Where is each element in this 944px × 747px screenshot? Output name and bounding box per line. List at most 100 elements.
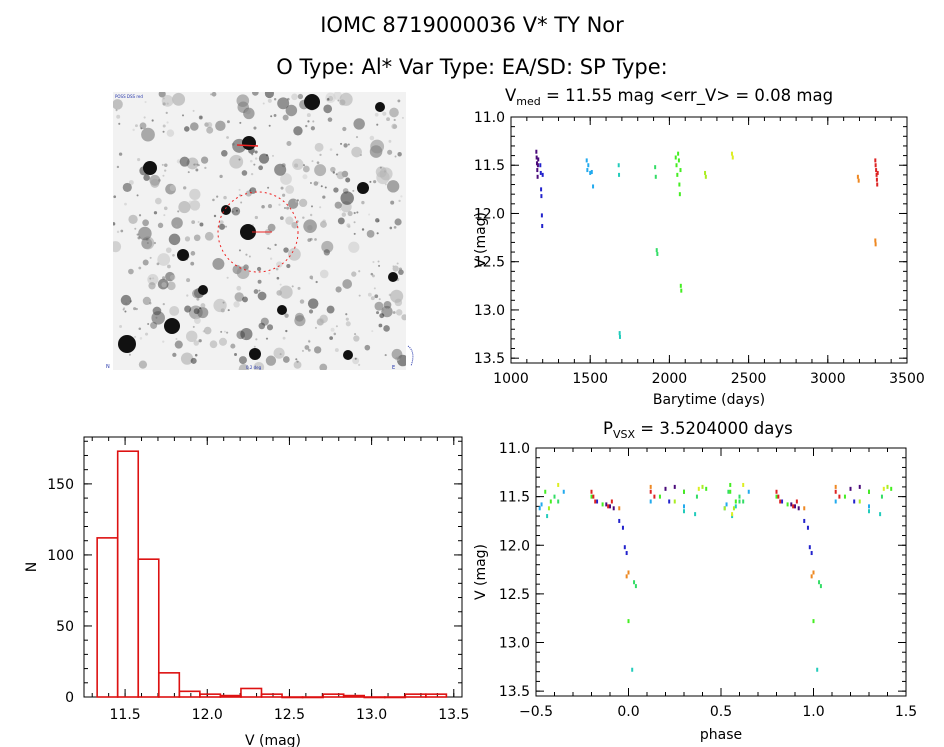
- data-point: [786, 502, 789, 507]
- data-point: [541, 172, 544, 177]
- star: [370, 296, 375, 301]
- star: [226, 276, 229, 279]
- star: [280, 173, 292, 185]
- star: [276, 261, 283, 268]
- star: [189, 200, 201, 211]
- star: [343, 143, 348, 148]
- star: [279, 283, 282, 286]
- star: [342, 279, 353, 289]
- data-point: [810, 574, 813, 579]
- y-tick-label: 12.5: [474, 255, 505, 271]
- star: [307, 298, 319, 309]
- star: [204, 315, 207, 318]
- star: [308, 340, 311, 343]
- star: [241, 170, 248, 176]
- star: [354, 357, 357, 360]
- star: [337, 217, 345, 225]
- data-point: [858, 484, 861, 489]
- star: [285, 329, 288, 333]
- star: [386, 180, 400, 193]
- star: [386, 117, 391, 122]
- star: [218, 337, 228, 346]
- star: [164, 163, 168, 167]
- x-tick-label: 1.5: [895, 704, 917, 720]
- x-tick-label: 13.0: [356, 707, 387, 723]
- data-point: [790, 502, 793, 507]
- histogram-bar: [116, 450, 140, 698]
- star: [200, 303, 206, 309]
- star: [219, 220, 224, 225]
- data-point: [803, 518, 806, 523]
- star: [333, 332, 337, 336]
- star: [306, 113, 311, 118]
- star: [364, 344, 371, 351]
- data-point: [868, 489, 870, 494]
- data-point: [810, 551, 813, 556]
- data-point: [557, 499, 560, 504]
- star: [253, 126, 257, 130]
- target-marker: [236, 144, 259, 147]
- x-tick-label: 12.0: [192, 707, 223, 723]
- star: [314, 346, 322, 354]
- star: [230, 343, 236, 349]
- star: [226, 120, 230, 124]
- star: [353, 118, 365, 130]
- star: [299, 299, 305, 304]
- star: [236, 266, 250, 280]
- histogram-bar: [301, 696, 324, 699]
- star: [395, 309, 403, 316]
- star: [238, 188, 241, 191]
- star: [277, 97, 290, 110]
- star: [113, 241, 122, 253]
- star: [175, 224, 178, 227]
- y-tick-label: 50: [56, 619, 74, 635]
- orientation-mark: [407, 345, 414, 367]
- star: [143, 116, 146, 119]
- star: [353, 211, 356, 215]
- star: [134, 227, 137, 230]
- star: [335, 286, 342, 293]
- star: [155, 197, 162, 205]
- star: [333, 187, 339, 193]
- star: [278, 203, 281, 206]
- star: [174, 340, 183, 349]
- star: [309, 237, 313, 241]
- data-point: [705, 486, 708, 491]
- data-point: [621, 525, 624, 530]
- data-point: [623, 545, 626, 550]
- star: [113, 195, 117, 199]
- data-point: [649, 484, 652, 489]
- data-point: [539, 170, 542, 175]
- star: [151, 119, 154, 122]
- star: [308, 309, 314, 314]
- star: [224, 225, 228, 228]
- star: [135, 307, 138, 311]
- star: [190, 357, 197, 364]
- star: [169, 184, 176, 191]
- star: [366, 229, 375, 238]
- star: [147, 323, 150, 326]
- star: [118, 152, 123, 156]
- star: [186, 278, 191, 283]
- star: [265, 154, 269, 157]
- star: [372, 260, 375, 264]
- star: [314, 326, 317, 329]
- star: [284, 206, 287, 209]
- star: [180, 352, 194, 365]
- star: [183, 186, 187, 190]
- data-point: [816, 667, 819, 672]
- star: [383, 325, 390, 332]
- histogram-bar: [363, 696, 386, 699]
- x-tick-label: 3000: [810, 371, 846, 387]
- star: [143, 161, 157, 175]
- data-point: [834, 484, 837, 489]
- star: [206, 126, 214, 134]
- phased-ylabel: V (mag): [473, 544, 489, 600]
- data-point: [856, 174, 859, 179]
- star: [348, 241, 360, 253]
- star: [394, 218, 402, 226]
- star: [136, 194, 139, 197]
- star: [128, 353, 131, 356]
- data-point: [683, 489, 685, 494]
- star: [234, 292, 244, 302]
